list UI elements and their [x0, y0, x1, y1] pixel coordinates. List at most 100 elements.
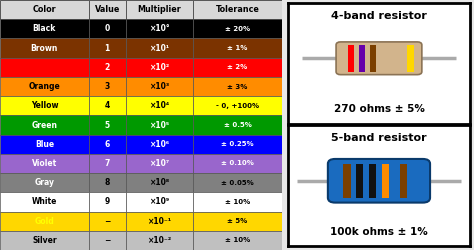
Text: 8: 8	[104, 178, 110, 187]
Bar	[0, 231, 89, 250]
Bar	[89, 38, 126, 58]
Bar	[126, 173, 193, 192]
Text: 4-band resistor: 4-band resistor	[331, 11, 427, 21]
Bar	[407, 45, 414, 72]
Bar	[126, 77, 193, 96]
Bar	[193, 19, 282, 38]
Text: Red: Red	[36, 63, 53, 72]
Text: ×10⁸: ×10⁸	[149, 178, 169, 187]
Bar	[193, 192, 282, 212]
Bar	[193, 77, 282, 96]
Text: ± 10%: ± 10%	[225, 199, 250, 205]
Text: Black: Black	[33, 24, 56, 33]
Text: 5: 5	[105, 120, 110, 130]
Text: Tolerance: Tolerance	[216, 5, 260, 14]
Bar	[193, 0, 282, 19]
Bar	[193, 154, 282, 173]
Bar	[126, 58, 193, 77]
Bar	[89, 154, 126, 173]
Text: ×10⁶: ×10⁶	[149, 140, 169, 149]
Bar	[126, 19, 193, 38]
Text: ×10°: ×10°	[149, 24, 170, 33]
Bar	[0, 154, 89, 173]
Bar	[126, 96, 193, 116]
Bar	[126, 154, 193, 173]
Text: Yellow: Yellow	[31, 101, 58, 110]
Text: ± 3%: ± 3%	[228, 84, 248, 89]
Bar	[126, 134, 193, 154]
Text: White: White	[32, 198, 57, 206]
Bar	[359, 45, 365, 72]
Text: 270 ohms ± 5%: 270 ohms ± 5%	[334, 104, 424, 114]
Bar	[126, 192, 193, 212]
Bar	[193, 212, 282, 231]
Text: Blue: Blue	[35, 140, 54, 149]
Text: Orange: Orange	[28, 82, 60, 91]
Bar	[356, 164, 364, 198]
Bar	[0, 19, 89, 38]
Text: 5-band resistor: 5-band resistor	[331, 134, 427, 143]
Bar	[193, 231, 282, 250]
Text: - 0, +100%: - 0, +100%	[216, 103, 259, 109]
Bar	[126, 116, 193, 134]
Text: ± 5%: ± 5%	[228, 218, 248, 224]
Text: −: −	[104, 217, 110, 226]
Bar	[382, 164, 389, 198]
Text: ± 1%: ± 1%	[228, 45, 248, 51]
Text: ± 0.05%: ± 0.05%	[221, 180, 254, 186]
Bar	[89, 134, 126, 154]
Bar	[0, 173, 89, 192]
Text: 0: 0	[105, 24, 110, 33]
Bar	[89, 231, 126, 250]
Bar	[0, 212, 89, 231]
Text: Multiplier: Multiplier	[137, 5, 181, 14]
Bar	[89, 173, 126, 192]
Bar	[89, 192, 126, 212]
Text: 100k ohms ± 1%: 100k ohms ± 1%	[330, 226, 428, 236]
Text: ± 2%: ± 2%	[228, 64, 248, 70]
Text: Value: Value	[94, 5, 120, 14]
Bar	[0, 77, 89, 96]
Bar	[126, 212, 193, 231]
Text: Color: Color	[33, 5, 56, 14]
Text: 6: 6	[105, 140, 110, 149]
Text: ± 0.10%: ± 0.10%	[221, 160, 254, 166]
Text: 4: 4	[105, 101, 110, 110]
Bar	[400, 164, 407, 198]
FancyBboxPatch shape	[328, 159, 430, 202]
Text: ×10⁵: ×10⁵	[149, 120, 170, 130]
Bar	[0, 38, 89, 58]
Bar	[89, 19, 126, 38]
Text: ×10¹: ×10¹	[149, 44, 170, 52]
Text: 3: 3	[105, 82, 110, 91]
Text: Violet: Violet	[32, 159, 57, 168]
Text: 2: 2	[105, 63, 110, 72]
Text: Gray: Gray	[35, 178, 55, 187]
Bar	[89, 77, 126, 96]
Text: ± 0.5%: ± 0.5%	[224, 122, 252, 128]
Bar	[89, 116, 126, 134]
Bar	[126, 0, 193, 19]
Bar	[0, 0, 89, 19]
FancyBboxPatch shape	[336, 42, 422, 75]
Bar	[126, 38, 193, 58]
Bar	[369, 164, 376, 198]
Bar	[193, 96, 282, 116]
Text: ± 0.25%: ± 0.25%	[221, 141, 254, 147]
Bar	[0, 116, 89, 134]
Text: ± 20%: ± 20%	[225, 26, 250, 32]
Bar	[0, 96, 89, 116]
Bar	[0, 192, 89, 212]
Text: 9: 9	[105, 198, 110, 206]
Text: ± 10%: ± 10%	[225, 238, 250, 244]
Text: Silver: Silver	[32, 236, 57, 245]
Bar	[126, 231, 193, 250]
Bar	[0, 58, 89, 77]
Bar	[89, 212, 126, 231]
Bar	[0, 134, 89, 154]
Bar	[193, 173, 282, 192]
Bar	[370, 45, 376, 72]
Bar	[193, 38, 282, 58]
Text: ×10⁷: ×10⁷	[149, 159, 170, 168]
Bar	[193, 134, 282, 154]
